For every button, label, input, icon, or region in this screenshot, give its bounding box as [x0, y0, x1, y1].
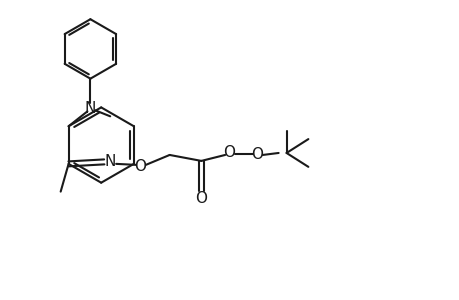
Text: O: O	[223, 146, 235, 160]
Text: N: N	[104, 154, 116, 169]
Text: O: O	[250, 148, 262, 163]
Text: N: N	[84, 101, 96, 116]
Text: O: O	[195, 191, 207, 206]
Text: O: O	[134, 159, 146, 174]
